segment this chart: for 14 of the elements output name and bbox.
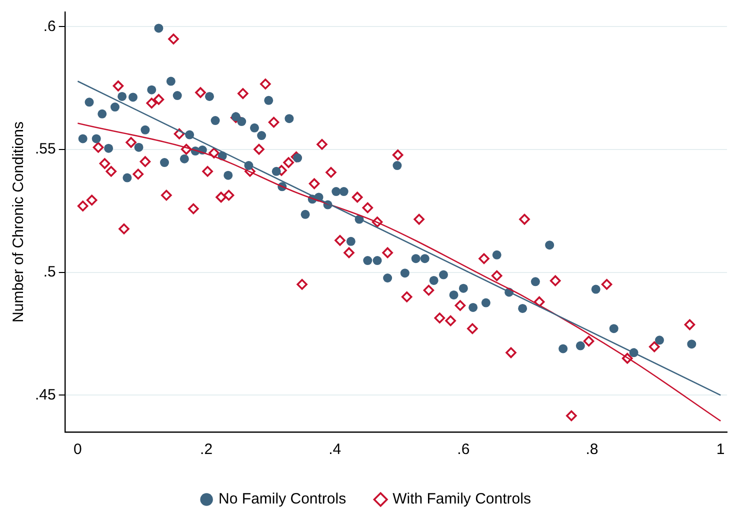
y-tick-label: .45 [34,386,56,404]
x-tick-label: .4 [328,441,342,458]
x-tick-label: 1 [716,441,725,458]
y-tick-label: .55 [34,140,56,158]
y-axis-title: Number of Chronic Conditions [10,122,28,322]
y-tick-label: .6 [43,18,56,35]
y-tick-label: .5 [43,263,56,280]
legend-label: No Family Controls [218,490,346,508]
x-tick-label: 0 [74,441,82,458]
legend-label: With Family Controls [392,490,531,508]
x-tick-label: .2 [200,441,213,458]
x-tick-label: .8 [586,441,598,458]
line-series [77,122,722,422]
x-tick-label: .6 [457,441,470,458]
